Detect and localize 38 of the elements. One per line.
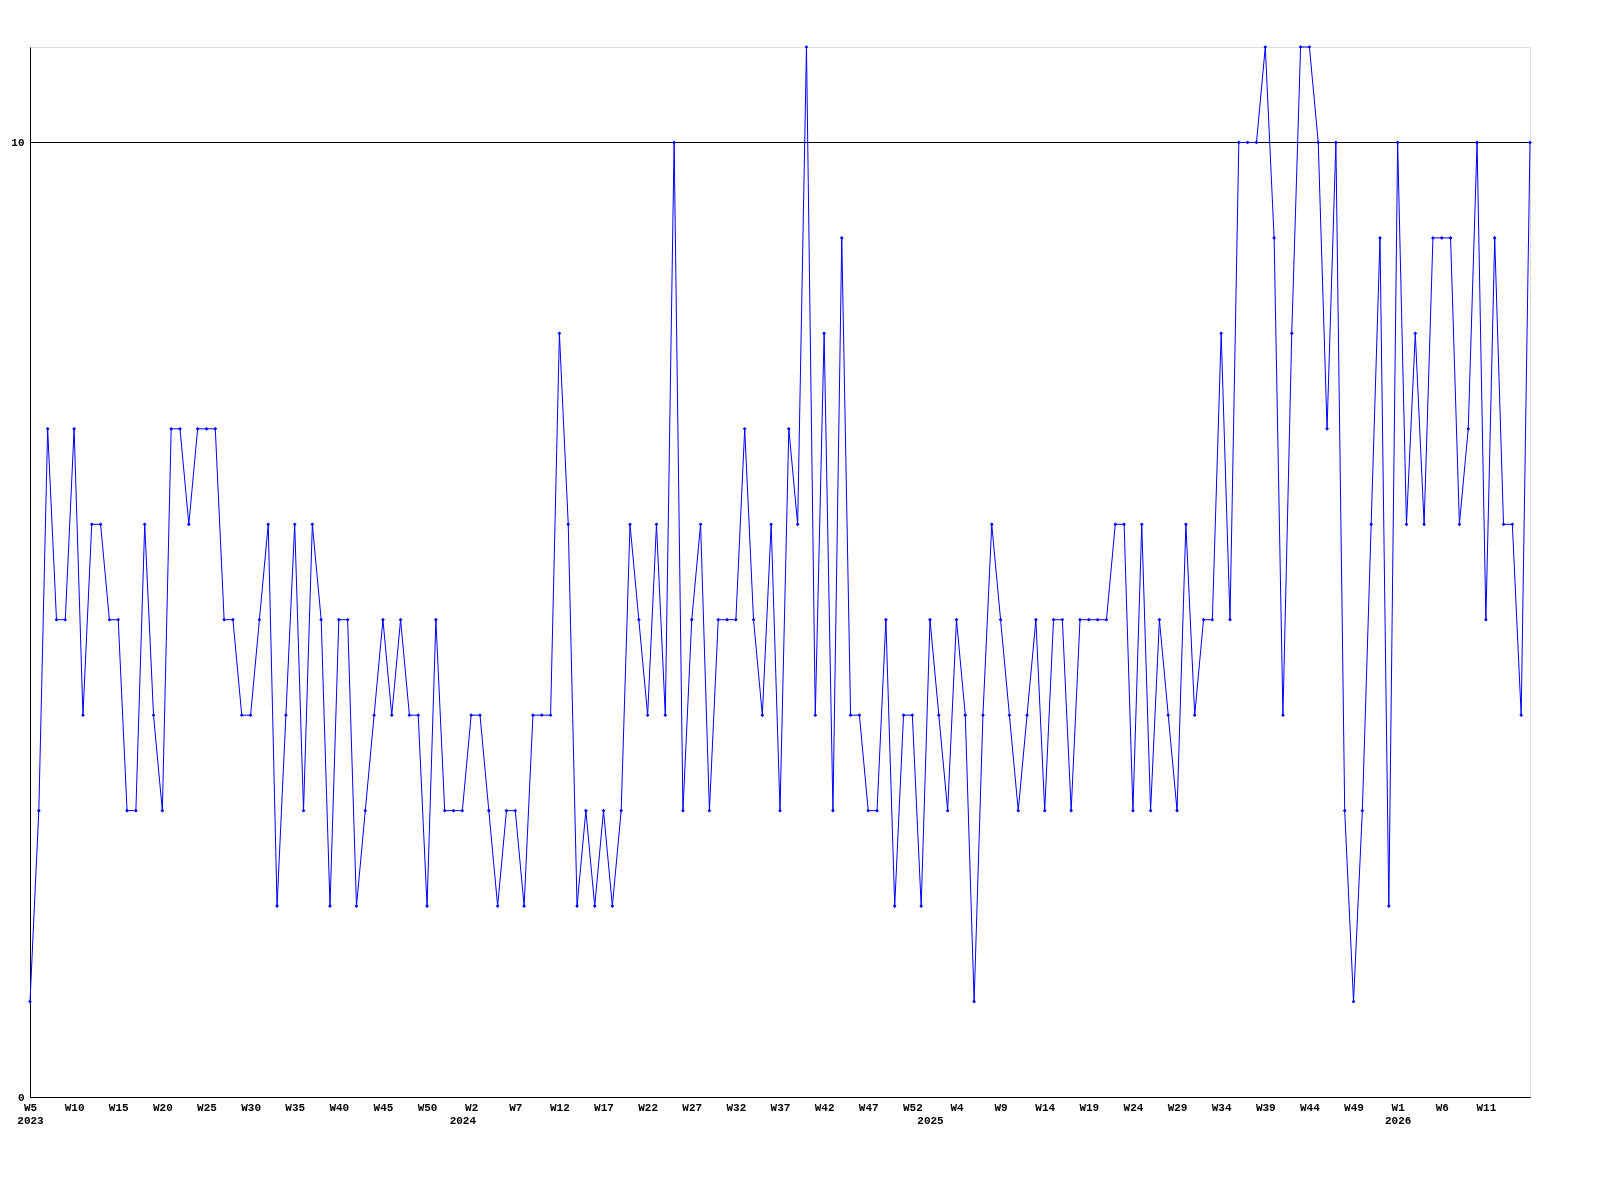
x-tick-label: W5 2023 [17,1101,45,1127]
x-tick-label: W34 [1211,1101,1232,1114]
x-tick-label: W14 [1035,1101,1056,1114]
x-tick-label: 2025 [917,1114,945,1127]
x-tick-label: W39 [1255,1101,1276,1114]
x-tick-label: W7 [509,1101,523,1114]
x-tick-label: W2 [465,1101,479,1114]
x-tick-label: W42 [814,1101,835,1114]
x-tick-label: W35 [285,1101,306,1114]
x-tick-label: W52 [902,1101,923,1114]
x-tick-label: W50 [417,1101,438,1114]
x-tick-label: W1 2026 [1384,1101,1412,1127]
x-tick-label: W22 [638,1101,659,1114]
x-tick-label: W20 [152,1101,173,1114]
x-tick-label: W11 [1476,1101,1497,1114]
x-tick-label: W19 [1079,1101,1100,1114]
x-tick-label: W15 [108,1101,130,1114]
x-tick-label: W6 [1435,1101,1449,1114]
x-tick-label: W29 [1167,1101,1188,1114]
x-tick-label: W47 [858,1101,879,1114]
x-tick-label: 2024 [449,1114,477,1127]
y-tick-label: 10 [11,136,25,149]
x-tick-label: W24 [1123,1101,1144,1114]
x-tick-label: W9 [994,1101,1008,1114]
x-tick-label: W4 [950,1101,964,1114]
y-tick-label: 0 [17,1091,25,1104]
x-tick-label: W44 [1300,1101,1321,1114]
x-tick-label: W10 [64,1101,85,1114]
x-tick-label: W49 [1344,1101,1364,1114]
x-tick-label: W32 [726,1101,747,1114]
x-tick-label: W12 [550,1101,570,1114]
x-tick-label: W40 [329,1101,350,1114]
x-tick-label: W17 [594,1101,614,1114]
x-tick-label: W25 [197,1101,218,1114]
x-tick-label: W45 [373,1101,394,1114]
x-tick-label: W30 [241,1101,261,1114]
x-tick-label: W37 [770,1101,791,1114]
x-tick-label: W27 [682,1101,703,1114]
